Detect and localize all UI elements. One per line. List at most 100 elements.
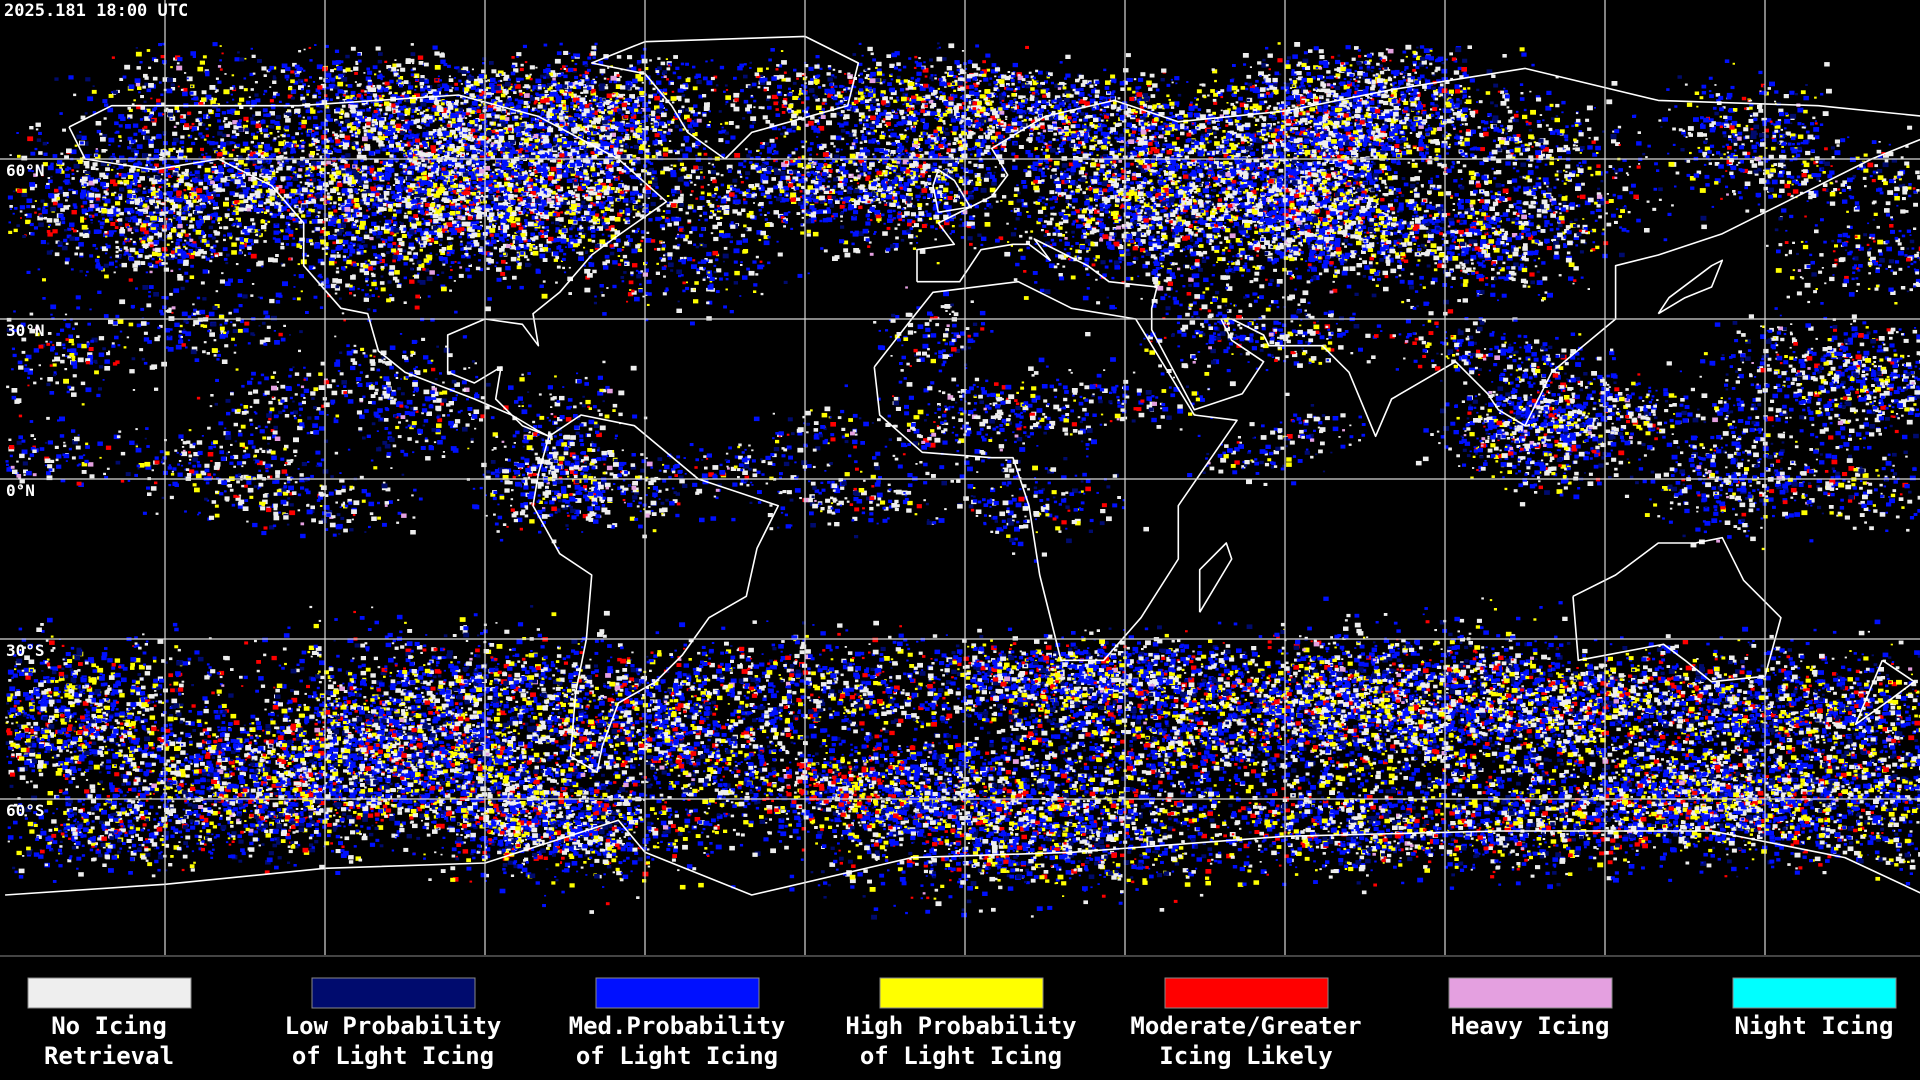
icing-pixel: [1562, 196, 1568, 201]
icing-pixel: [184, 189, 187, 191]
icing-pixel: [266, 125, 268, 127]
icing-pixel: [826, 120, 832, 125]
icing-pixel: [745, 177, 748, 180]
icing-pixel: [419, 61, 424, 65]
icing-pixel: [1857, 168, 1860, 170]
icing-pixel: [301, 214, 305, 217]
icing-pixel: [261, 225, 266, 229]
icing-pixel: [1362, 260, 1367, 264]
icing-pixel: [814, 65, 819, 69]
icing-pixel: [1598, 215, 1602, 218]
icing-pixel: [868, 109, 870, 111]
icing-pixel: [250, 218, 254, 221]
icing-pixel: [417, 125, 421, 128]
icing-pixel: [1559, 203, 1562, 205]
icing-pixel: [1350, 79, 1352, 81]
icing-pixel: [1793, 189, 1799, 193]
icing-pixel: [276, 171, 279, 173]
icing-pixel: [902, 219, 905, 221]
icing-pixel: [1064, 108, 1067, 111]
icing-pixel: [161, 174, 163, 176]
icing-pixel: [1842, 200, 1847, 204]
icing-pixel: [1287, 154, 1290, 156]
icing-pixel: [212, 136, 214, 138]
icing-pixel: [1758, 204, 1761, 206]
icing-pixel: [273, 237, 276, 239]
icing-pixel: [409, 134, 413, 138]
icing-pixel: [1494, 222, 1497, 225]
icing-pixel: [827, 186, 830, 189]
icing-pixel: [1824, 162, 1830, 167]
icing-pixel: [1883, 181, 1888, 185]
icing-pixel: [1822, 188, 1826, 191]
icing-pixel: [1874, 213, 1878, 216]
icing-pixel: [1374, 232, 1376, 234]
icing-pixel: [372, 133, 375, 135]
icing-pixel: [1902, 187, 1908, 192]
icing-pixel: [766, 120, 771, 124]
icing-pixel: [718, 196, 721, 199]
icing-pixel: [1837, 144, 1840, 147]
icing-pixel: [1839, 192, 1841, 194]
icing-pixel: [711, 232, 713, 234]
icing-pixel: [1148, 87, 1152, 91]
icing-pixel: [838, 95, 843, 99]
icing-pixel: [821, 115, 826, 119]
icing-pixel: [843, 89, 846, 91]
icing-pixel: [523, 200, 526, 202]
icing-pixel: [1830, 192, 1836, 196]
icing-pixel: [1222, 249, 1225, 252]
icing-pixel: [1127, 244, 1130, 247]
icing-pixel: [277, 231, 280, 234]
icing-pixel: [1501, 101, 1507, 106]
icing-pixel: [1107, 297, 1110, 299]
icing-pixel: [1418, 101, 1421, 104]
icing-pixel: [766, 195, 771, 199]
icing-pixel: [188, 160, 191, 163]
icing-pixel: [1212, 274, 1215, 277]
icing-pixel: [1863, 177, 1867, 180]
icing-pixel: [449, 137, 453, 140]
icing-pixel: [837, 112, 841, 115]
icing-pixel: [1558, 223, 1563, 227]
icing-pixel: [350, 130, 353, 133]
icing-pixel: [1546, 186, 1548, 188]
icing-pixel: [1622, 228, 1627, 232]
icing-pixel: [1883, 162, 1889, 167]
icing-pixel: [1808, 191, 1814, 196]
icing-pixel: [896, 97, 899, 99]
icing-pixel: [923, 61, 925, 63]
icing-pixel: [1206, 109, 1210, 113]
icing-pixel: [1513, 262, 1519, 266]
icing-pixel: [1566, 210, 1569, 212]
icing-pixel: [1076, 113, 1078, 115]
icing-pixel: [1850, 196, 1854, 199]
icing-pixel: [507, 239, 509, 241]
icing-pixel: [460, 102, 463, 105]
icing-pixel: [1855, 206, 1857, 208]
icing-pixel: [1778, 195, 1782, 198]
icing-pixel: [973, 117, 975, 119]
icing-pixel: [997, 89, 1000, 91]
icing-pixel: [1826, 189, 1829, 191]
icing-pixel: [1290, 225, 1293, 228]
icing-pixel: [930, 225, 934, 228]
icing-pixel: [142, 191, 146, 194]
icing-pixel: [1789, 215, 1793, 218]
icing-pixel: [434, 51, 439, 55]
icing-pixel: [824, 160, 826, 162]
icing-pixel: [725, 103, 727, 105]
icing-pixel: [436, 254, 438, 256]
icing-pixel: [448, 121, 451, 124]
icing-pixel: [1018, 95, 1023, 99]
icing-pixel: [771, 177, 776, 181]
icing-pixel: [761, 206, 764, 208]
icing-pixel: [996, 96, 998, 98]
icing-pixel: [1577, 232, 1582, 236]
icing-pixel: [752, 121, 755, 124]
icing-pixel: [195, 170, 200, 174]
icing-pixel: [273, 185, 276, 187]
icing-pixel: [1847, 178, 1853, 183]
icing-pixel: [1049, 100, 1051, 102]
icing-pixel: [442, 263, 445, 265]
